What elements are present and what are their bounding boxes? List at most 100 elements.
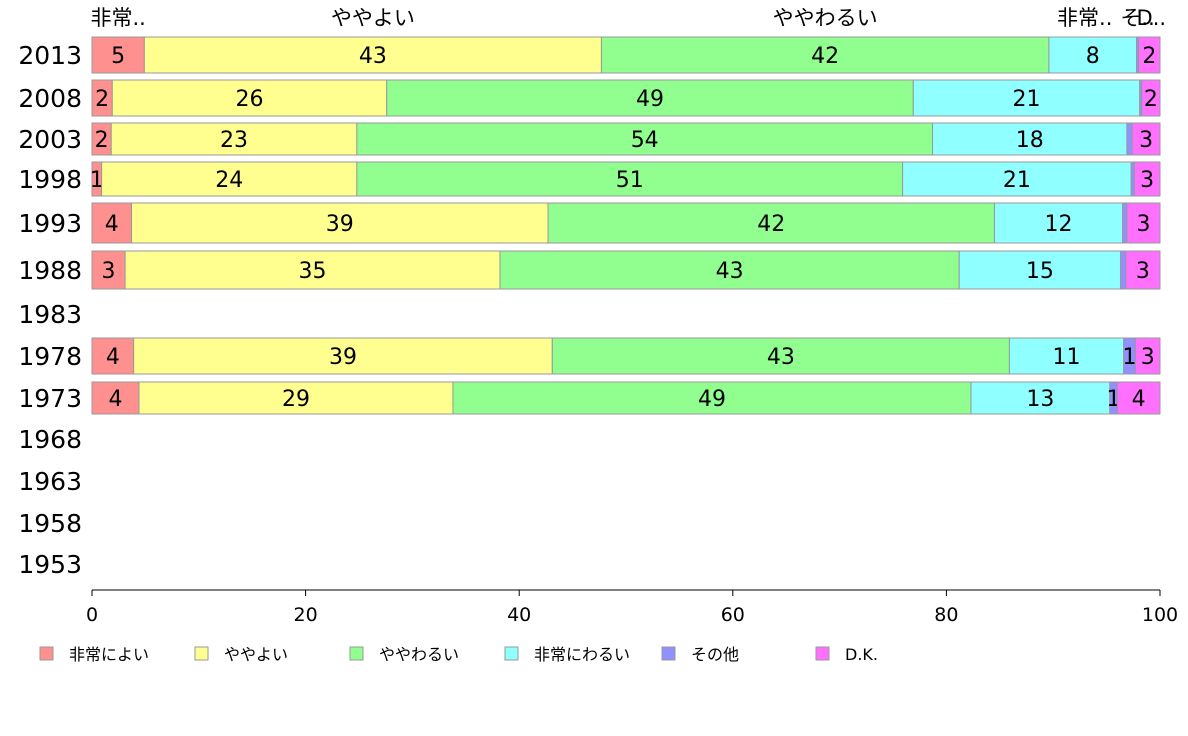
data-label-1978-2: 43 bbox=[767, 345, 795, 370]
data-label-2008-0: 2 bbox=[95, 87, 109, 112]
top-series-label-4: そ.. bbox=[1120, 6, 1154, 30]
bar-segment-1988-3 bbox=[958, 250, 1121, 290]
bar-segment-2003-3 bbox=[932, 122, 1128, 156]
bar-segment-2013-5 bbox=[1138, 36, 1161, 74]
year-label-2013: 2013 bbox=[18, 41, 82, 70]
legend-label-5: D.K. bbox=[845, 645, 878, 664]
bar-segment-1998-5 bbox=[1133, 161, 1161, 197]
bar-segment-1993-5 bbox=[1126, 202, 1161, 244]
data-label-2003-3: 18 bbox=[1016, 128, 1044, 153]
data-label-1978-0: 4 bbox=[106, 345, 120, 370]
bar-segment-1978-3 bbox=[1008, 337, 1125, 375]
data-label-1973-0: 4 bbox=[108, 387, 122, 412]
data-label-1988-2: 43 bbox=[716, 259, 744, 284]
data-label-2003-2: 54 bbox=[631, 128, 659, 153]
bar-segment-2008-5 bbox=[1141, 79, 1161, 117]
top-series-label-2: ややわるい bbox=[773, 6, 878, 30]
data-label-2013-2: 42 bbox=[811, 44, 839, 69]
bar-segment-2003-5 bbox=[1131, 122, 1161, 156]
data-label-2013-5: 2 bbox=[1142, 44, 1156, 69]
data-label-1973-3: 13 bbox=[1026, 387, 1054, 412]
bar-segment-1978-0 bbox=[91, 337, 135, 375]
bar-segment-1973-3 bbox=[970, 381, 1111, 415]
legend-label-2: ややわるい bbox=[379, 645, 459, 664]
data-label-2013-1: 43 bbox=[359, 44, 387, 69]
legend-swatch-4 bbox=[661, 646, 676, 661]
data-label-1988-0: 3 bbox=[102, 259, 116, 284]
bar-segment-1998-1 bbox=[101, 161, 358, 197]
bar-segment-2003-2 bbox=[356, 122, 934, 156]
legend-swatch-5 bbox=[815, 646, 830, 661]
bar-segment-1978-2 bbox=[551, 337, 1010, 375]
data-label-1998-3: 21 bbox=[1003, 168, 1031, 193]
bar-segment-1993-1 bbox=[131, 202, 549, 244]
legend-label-1: ややよい bbox=[224, 645, 288, 664]
x-tick-label-20: 20 bbox=[294, 604, 318, 626]
bar-segment-1973-1 bbox=[138, 381, 454, 415]
data-label-1978-3: 11 bbox=[1053, 345, 1081, 370]
data-label-2003-0: 2 bbox=[95, 128, 109, 153]
bar-segment-1988-1 bbox=[124, 250, 501, 290]
x-tick-label-80: 80 bbox=[934, 604, 958, 626]
bar-segment-1993-4 bbox=[1122, 202, 1128, 244]
data-label-1993-3: 12 bbox=[1045, 212, 1073, 237]
data-label-1998-1: 24 bbox=[215, 168, 243, 193]
year-label-1973: 1973 bbox=[18, 384, 82, 413]
legend-swatch-0 bbox=[39, 646, 54, 661]
bar-segment-1988-4 bbox=[1119, 250, 1127, 290]
bar-segment-1973-5 bbox=[1116, 381, 1161, 415]
data-label-2003-5: 3 bbox=[1139, 128, 1153, 153]
data-label-1988-3: 15 bbox=[1026, 259, 1054, 284]
year-label-1958: 1958 bbox=[18, 509, 82, 538]
year-label-1993: 1993 bbox=[18, 209, 82, 238]
data-label-1993-0: 4 bbox=[105, 212, 119, 237]
legend-label-3: 非常にわるい bbox=[534, 645, 630, 664]
bars: 5 43 42 8 22 26 49 21 22 23 54 18 31 24 51 21 34 39 42 12 33… bbox=[90, 36, 1161, 415]
legend-swatch-2 bbox=[349, 646, 364, 661]
year-label-1978: 1978 bbox=[18, 342, 82, 371]
year-label-1968: 1968 bbox=[18, 425, 82, 454]
bar-segment-1978-1 bbox=[133, 337, 553, 375]
data-label-1993-1: 39 bbox=[326, 212, 354, 237]
top-labels: 非常.. ややよい ややわるい 非常.. そ..D.. bbox=[90, 6, 1166, 30]
x-tick-label-60: 60 bbox=[721, 604, 745, 626]
bar-segment-1978-5 bbox=[1134, 337, 1161, 375]
data-label-1993-2: 42 bbox=[757, 212, 785, 237]
bar-segment-2008-1 bbox=[111, 79, 388, 117]
bar-segment-1988-2 bbox=[499, 250, 960, 290]
bar-segment-2013-3 bbox=[1048, 36, 1138, 74]
bar-segment-2013-1 bbox=[143, 36, 602, 74]
legend-swatch-3 bbox=[504, 646, 519, 661]
year-axis-labels: 2013 2008 2003 1998 1993 1988 1983 1978 1973 1968… bbox=[18, 41, 82, 579]
data-label-2008-1: 26 bbox=[236, 87, 264, 112]
data-label-2003-1: 23 bbox=[220, 128, 248, 153]
x-tick-label-0: 0 bbox=[86, 604, 98, 626]
data-label-1993-5: 3 bbox=[1136, 212, 1150, 237]
bar-segment-2008-3 bbox=[912, 79, 1141, 117]
bar-segment-2003-4 bbox=[1126, 122, 1133, 156]
legend-swatch-1 bbox=[194, 646, 209, 661]
top-series-label-3: 非常.. bbox=[1057, 6, 1112, 30]
year-label-2008: 2008 bbox=[18, 84, 82, 113]
data-label-1973-1: 29 bbox=[282, 387, 310, 412]
data-label-1978-1: 39 bbox=[329, 345, 357, 370]
data-label-1998-5: 3 bbox=[1140, 168, 1154, 193]
bar-segment-1988-5 bbox=[1125, 250, 1161, 290]
data-label-1973-2: 49 bbox=[698, 387, 726, 412]
legend: 非常によい ややよい ややわるい 非常にわるい その他 D.K. bbox=[39, 645, 878, 664]
data-label-2008-5: 2 bbox=[1144, 87, 1158, 112]
data-label-1973-5: 4 bbox=[1132, 387, 1146, 412]
data-label-1998-2: 51 bbox=[616, 168, 644, 193]
top-series-label-1: ややよい bbox=[331, 6, 415, 30]
bar-segment-1973-2 bbox=[452, 381, 972, 415]
year-label-1983: 1983 bbox=[18, 300, 82, 329]
bar-segment-2013-0 bbox=[91, 36, 145, 74]
bar-segment-2008-2 bbox=[386, 79, 914, 117]
data-label-2008-2: 49 bbox=[636, 87, 664, 112]
year-label-1953: 1953 bbox=[18, 550, 82, 579]
data-label-1998-0: 1 bbox=[90, 168, 104, 193]
data-label-2013-3: 8 bbox=[1086, 44, 1100, 69]
year-label-1963: 1963 bbox=[18, 467, 82, 496]
x-axis: 0 20 40 60 80 100 bbox=[86, 589, 1178, 626]
